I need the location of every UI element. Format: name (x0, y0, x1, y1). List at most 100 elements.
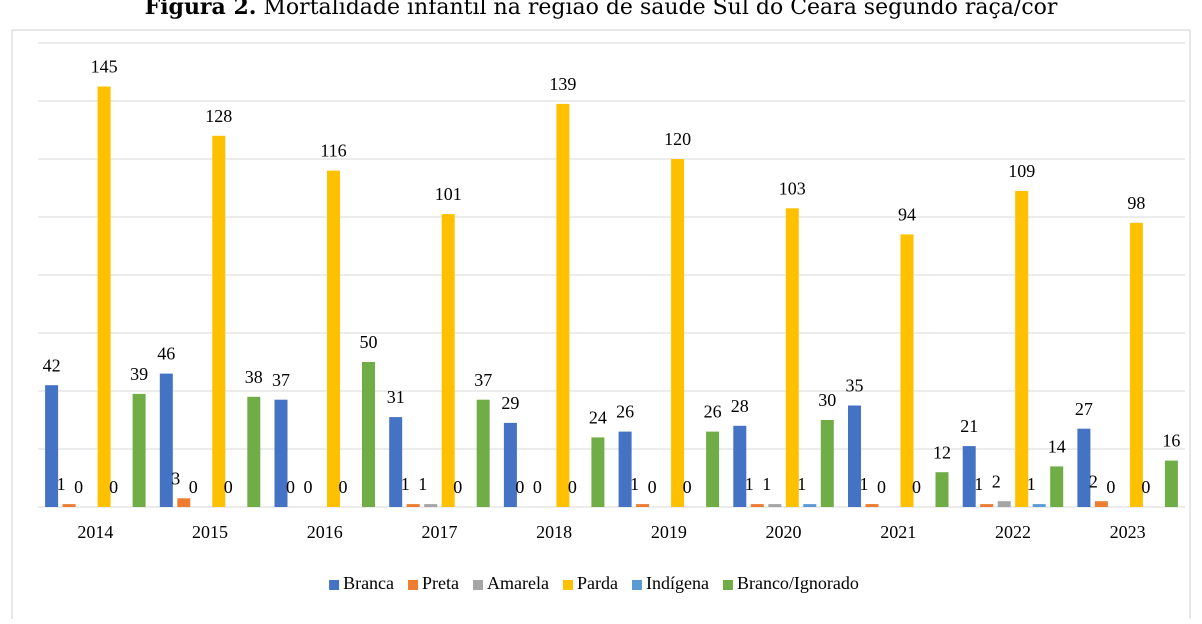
data-label: 0 (109, 477, 118, 497)
bar (1050, 466, 1064, 507)
bar (556, 103, 570, 508)
legend-swatch (562, 580, 573, 590)
bar (424, 504, 438, 507)
legend-item: Amarela (487, 573, 549, 593)
bar (1015, 190, 1029, 507)
bar (476, 399, 490, 507)
x-tick-label: 2017 (421, 522, 457, 542)
data-label: 39 (130, 364, 148, 384)
x-tick-label: 2020 (766, 522, 802, 542)
data-label: 139 (549, 74, 576, 94)
data-label: 28 (731, 396, 749, 416)
data-label: 12 (933, 442, 951, 462)
bar (900, 234, 914, 507)
bar (848, 405, 861, 507)
data-label: 0 (304, 477, 313, 497)
data-label: 27 (1075, 399, 1093, 419)
x-tick-label: 2021 (880, 522, 916, 542)
bar (706, 431, 720, 507)
legend-item: Branco/Ignorado (737, 573, 859, 593)
bar (935, 472, 949, 507)
data-label: 1 (57, 474, 66, 494)
data-label: 50 (360, 332, 378, 352)
title-label: Figura 2. (145, 0, 257, 20)
bar (1129, 222, 1143, 508)
data-label: 3 (171, 468, 180, 488)
data-label: 1 (745, 474, 754, 494)
bar (441, 214, 455, 507)
legend-item: Parda (577, 573, 618, 593)
data-label: 116 (320, 141, 346, 161)
data-label: 46 (157, 344, 175, 364)
data-label: 0 (1106, 477, 1115, 497)
data-label: 14 (1048, 437, 1066, 457)
bar (803, 504, 817, 507)
data-label: 26 (704, 402, 722, 422)
bar (1094, 501, 1108, 507)
data-label: 0 (912, 477, 921, 497)
bar (247, 396, 261, 507)
data-label: 0 (533, 477, 542, 497)
data-label: 29 (501, 393, 519, 413)
bar (503, 422, 517, 507)
data-label: 1 (1027, 474, 1036, 494)
bar (865, 504, 879, 507)
bar (327, 170, 340, 507)
data-label: 1 (860, 474, 869, 494)
bar (97, 86, 111, 507)
data-label: 0 (224, 477, 233, 497)
data-label: 103 (779, 178, 806, 198)
bar (962, 446, 976, 507)
bar (671, 159, 685, 507)
legend-label: Indígena (646, 573, 709, 593)
data-label: 2 (992, 471, 1001, 491)
data-label: 35 (846, 376, 864, 396)
x-tick-label: 2015 (192, 522, 228, 542)
legend-swatch (329, 580, 340, 590)
bar (997, 501, 1011, 507)
legend-label: Amarela (487, 573, 549, 593)
x-tick-label: 2022 (995, 522, 1031, 542)
data-label: 30 (818, 390, 836, 410)
data-label: 21 (960, 416, 978, 436)
data-label: 0 (339, 477, 348, 497)
data-label: 94 (898, 205, 916, 225)
data-label: 0 (74, 477, 83, 497)
data-label: 120 (664, 129, 691, 149)
bar (591, 437, 605, 507)
x-tick-label: 2018 (536, 522, 572, 542)
chart-border (11, 29, 1191, 624)
bar (618, 431, 632, 507)
bar (980, 504, 994, 507)
data-label: 1 (974, 474, 983, 494)
data-label: 24 (589, 408, 607, 428)
bar (362, 362, 375, 507)
data-label: 26 (616, 402, 634, 422)
data-label: 0 (683, 477, 692, 497)
legend-label: Branco/Ignorado (737, 573, 859, 593)
bar (1164, 460, 1178, 507)
data-label: 0 (189, 477, 198, 497)
bar (62, 504, 76, 507)
bar (820, 420, 834, 507)
data-label: 0 (877, 477, 886, 497)
data-label: 0 (568, 477, 577, 497)
bar (733, 425, 747, 507)
data-label: 38 (245, 367, 263, 387)
data-label: 128 (205, 106, 232, 126)
bar (212, 135, 226, 508)
legend-swatch (722, 580, 733, 590)
data-label: 0 (1141, 477, 1150, 497)
legend-item: Preta (422, 573, 459, 593)
data-label: 0 (515, 477, 524, 497)
x-tick-label: 2016 (307, 522, 343, 542)
data-label: 1 (630, 474, 639, 494)
bar (274, 399, 288, 507)
legend-swatch (408, 580, 419, 590)
x-tick-label: 2014 (77, 522, 113, 542)
bar (389, 417, 403, 507)
data-label: 31 (387, 387, 405, 407)
data-label: 145 (91, 57, 118, 77)
legend-swatch (473, 580, 484, 590)
